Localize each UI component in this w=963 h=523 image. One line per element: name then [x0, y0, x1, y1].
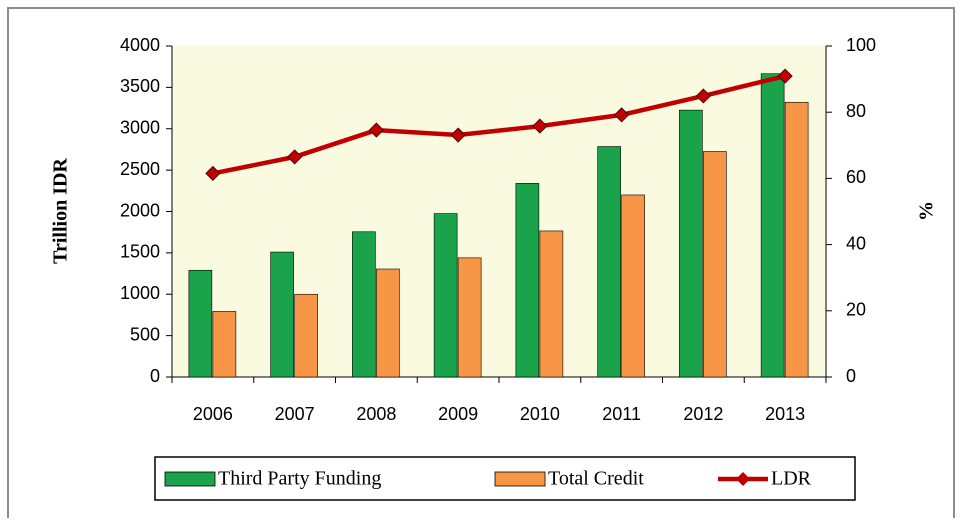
y-tick-label: 2500	[120, 159, 160, 179]
x-tick-label: 2008	[356, 404, 396, 424]
legend-label: Third Party Funding	[218, 468, 381, 490]
y-tick-label: 500	[130, 324, 160, 344]
y2-axis-title: %	[916, 201, 938, 221]
y2-tick-label: 0	[846, 366, 856, 386]
y-tick-label: 3500	[120, 76, 160, 96]
legend-swatch	[164, 471, 216, 487]
bar	[376, 268, 400, 378]
bar	[352, 231, 376, 378]
y-axis-title: Trillion IDR	[50, 158, 72, 264]
plot-area	[172, 46, 826, 377]
bar	[457, 257, 482, 378]
bar	[433, 213, 458, 378]
bar	[212, 311, 237, 378]
y-tick-label: 1000	[120, 283, 160, 303]
y2-tick-label: 100	[846, 35, 876, 55]
x-tick-label: 2006	[193, 404, 233, 424]
y-tick-label: 2000	[120, 200, 160, 220]
bar	[784, 101, 809, 378]
bar	[760, 73, 785, 378]
bar	[539, 230, 564, 378]
legend-marker	[736, 472, 750, 486]
line-marker	[205, 165, 221, 182]
line	[212, 73, 786, 176]
y-tick-label: 3000	[120, 118, 160, 138]
x-tick-label: 2012	[683, 404, 723, 424]
x-tick-label: 2007	[275, 404, 315, 424]
bar	[679, 109, 703, 378]
legend-label: LDR	[771, 468, 812, 490]
x-tick-label: 2013	[765, 404, 805, 424]
bar	[515, 183, 540, 378]
line-marker	[287, 149, 303, 165]
y2-tick-label: 80	[846, 101, 866, 121]
line-marker	[614, 107, 630, 123]
x-tick-label: 2009	[438, 404, 478, 424]
line-marker	[368, 122, 384, 138]
x-tick-label: 2010	[520, 404, 560, 424]
line-marker	[777, 68, 793, 84]
y2-tick-label: 40	[846, 233, 866, 253]
line-marker	[450, 127, 466, 143]
bar	[188, 269, 213, 378]
line-marker	[532, 118, 548, 134]
y2-tick-label: 20	[846, 300, 866, 320]
y-tick-label: 4000	[120, 35, 160, 55]
bar	[703, 151, 727, 378]
bar	[294, 293, 318, 378]
line-marker	[695, 88, 711, 104]
y-tick-label: 1500	[120, 242, 160, 262]
legend-swatch	[494, 471, 546, 487]
x-tick-label: 2011	[602, 404, 641, 424]
bar	[621, 194, 645, 378]
bar	[597, 146, 621, 378]
legend-label: Total Credit	[548, 468, 644, 490]
y2-tick-label: 60	[846, 167, 866, 187]
y-tick-label: 0	[150, 366, 160, 386]
bar	[270, 251, 294, 378]
